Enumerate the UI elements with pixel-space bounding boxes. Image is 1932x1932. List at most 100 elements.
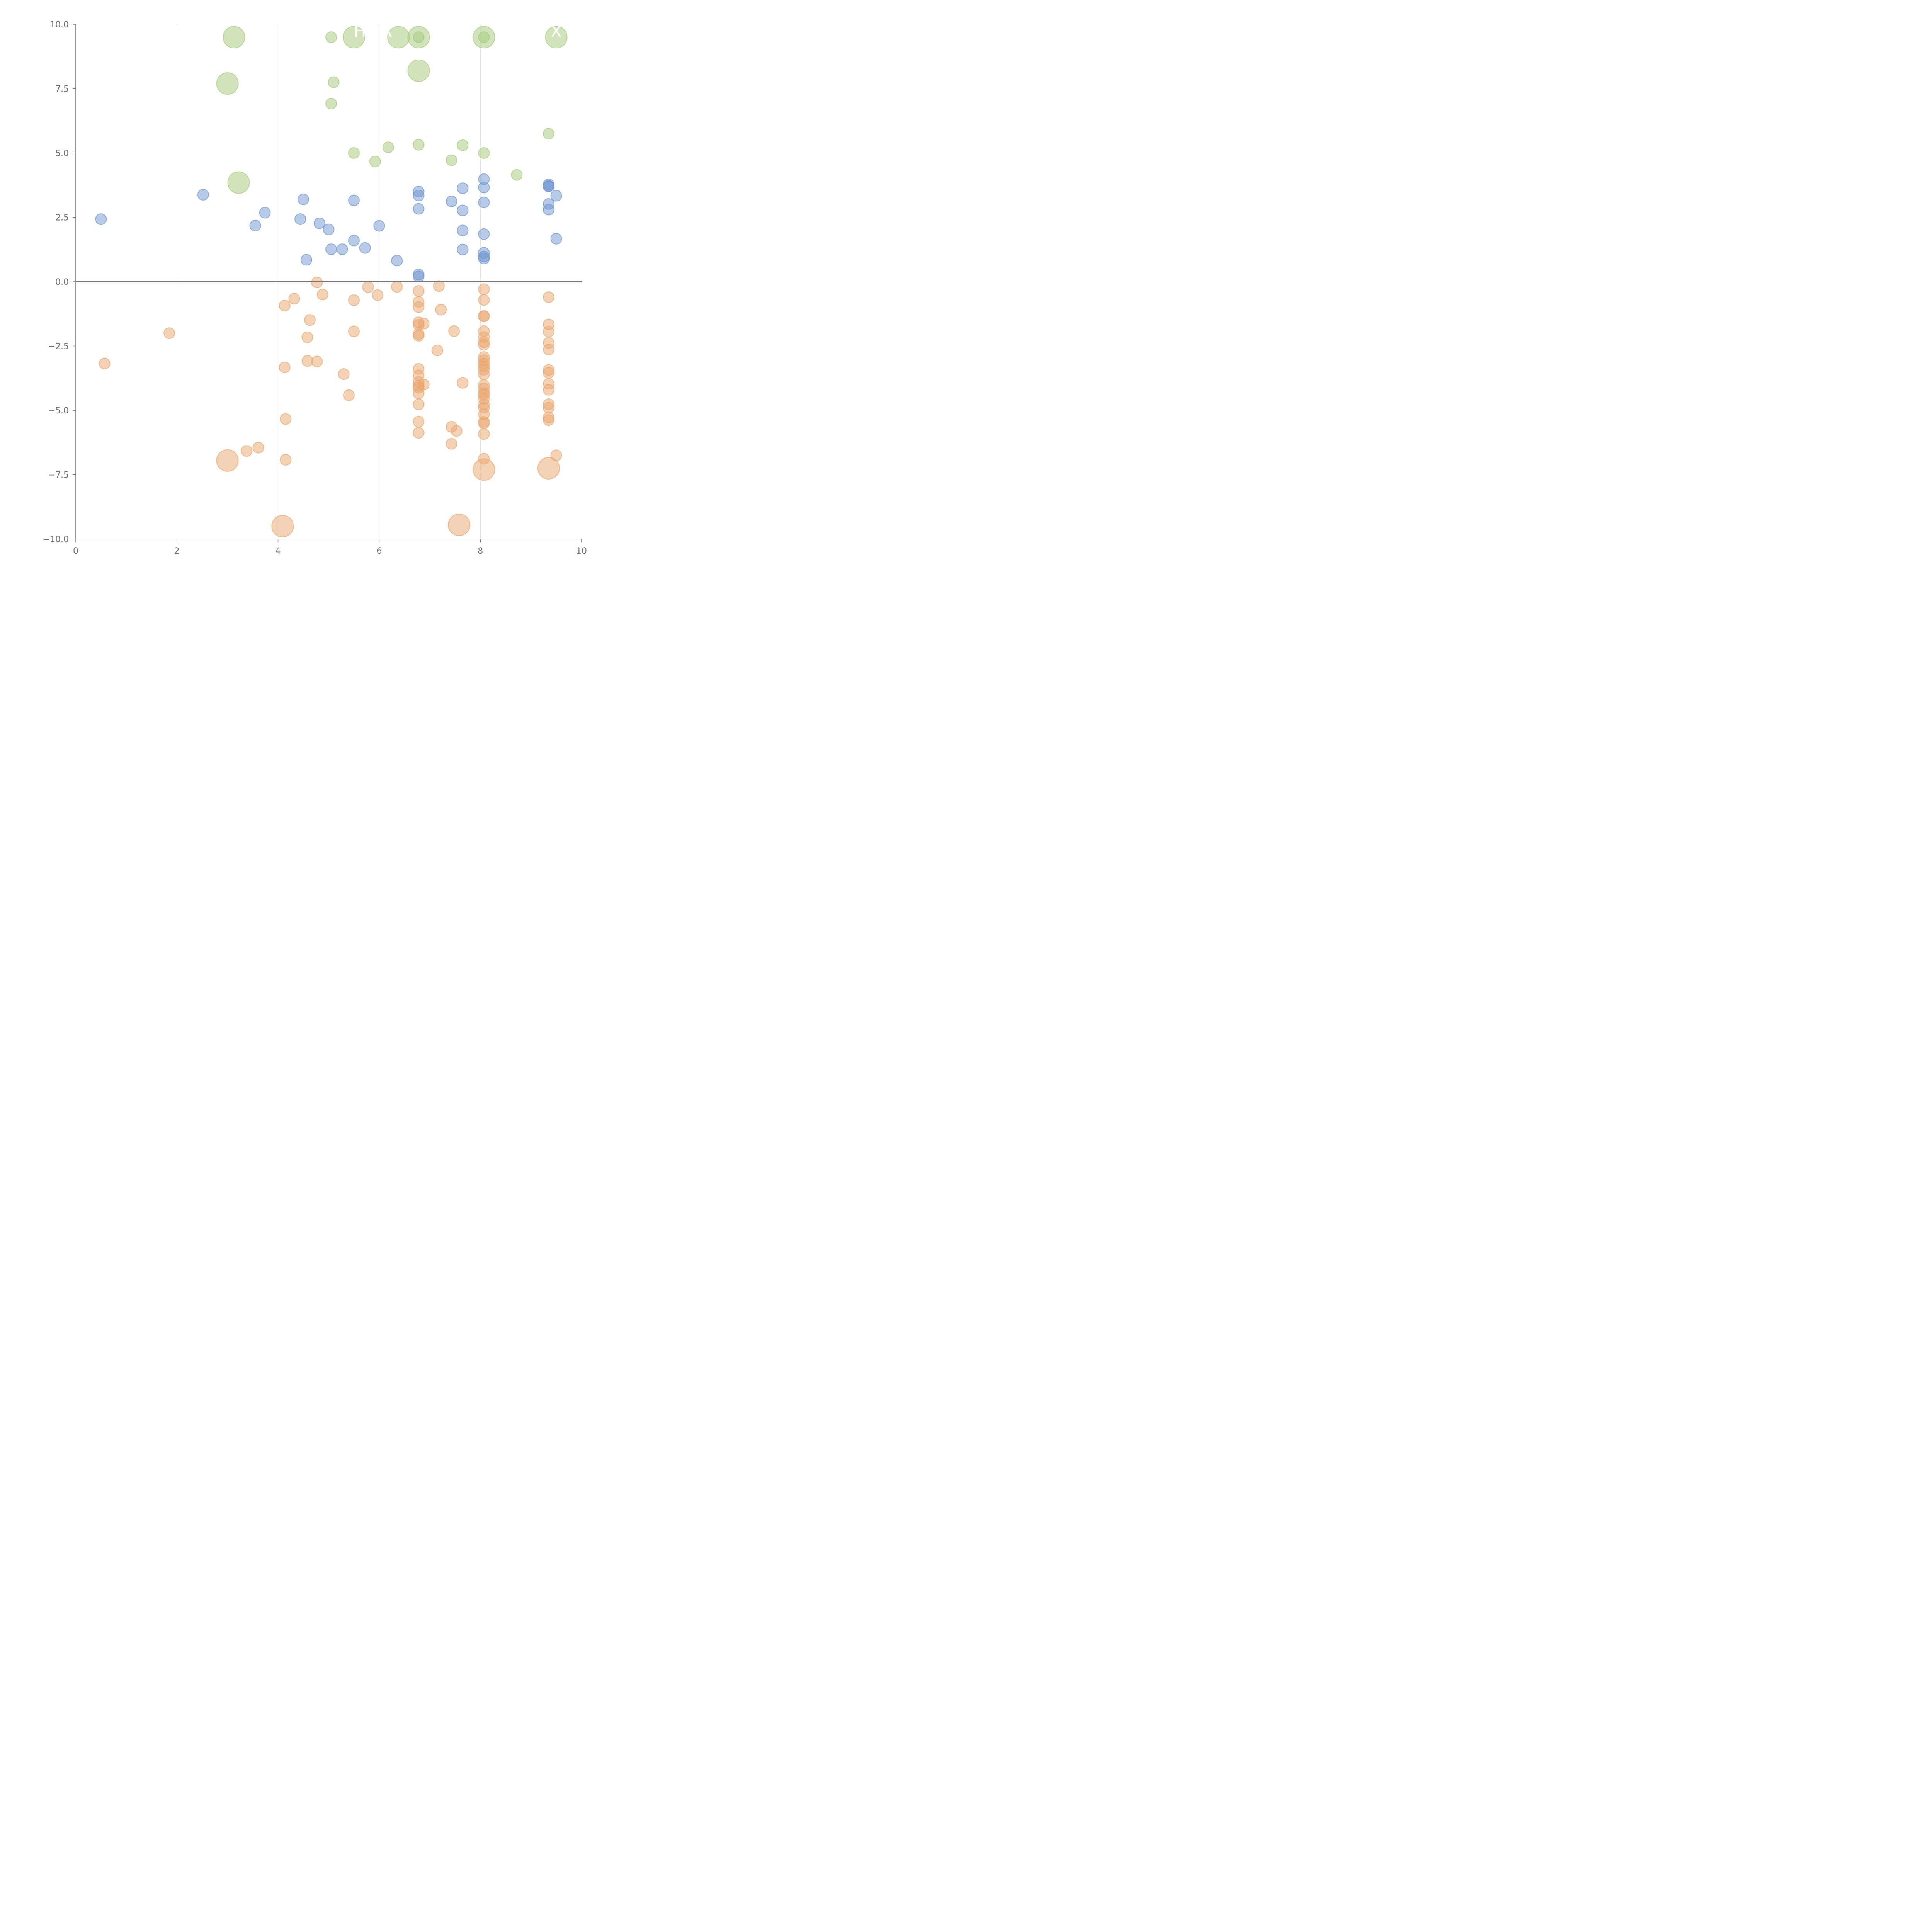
x-tick-label: 10: [576, 546, 587, 556]
blue-point: [550, 190, 562, 202]
blue-point: [478, 182, 490, 194]
blue-point: [259, 207, 271, 219]
orange-point: [413, 416, 425, 428]
orange-point: [241, 445, 253, 457]
green-point: [227, 171, 250, 194]
annotation-label: H: [354, 22, 366, 41]
orange-point: [478, 283, 490, 295]
x-tick-label: 2: [174, 546, 180, 556]
blue-point: [298, 193, 310, 205]
orange-point: [451, 425, 463, 437]
orange-point: [433, 280, 445, 292]
orange-point: [537, 457, 560, 480]
green-point: [478, 147, 490, 159]
orange-point: [413, 427, 425, 439]
blue-point: [550, 233, 562, 245]
green-point: [342, 26, 365, 49]
orange-point: [543, 384, 554, 396]
orange-point: [478, 368, 490, 380]
blue-point: [478, 228, 490, 240]
orange-point: [362, 281, 374, 293]
orange-point: [216, 449, 239, 472]
annotation-label: X: [551, 22, 562, 41]
blue-point: [543, 204, 554, 216]
x-tick-label: 8: [478, 546, 483, 556]
blue-point: [249, 219, 261, 231]
green-point: [216, 72, 239, 95]
green-point: [328, 76, 340, 88]
orange-point: [372, 289, 384, 301]
orange-point: [413, 388, 425, 400]
orange-point: [311, 276, 323, 288]
blue-point: [457, 204, 469, 216]
green-point: [369, 155, 381, 167]
blue-point: [457, 182, 469, 194]
blue-point: [325, 243, 337, 255]
blue-point: [348, 235, 360, 247]
orange-point: [280, 413, 292, 425]
green-point: [325, 98, 337, 110]
y-tick-label: 2.5: [55, 213, 69, 223]
blue-point: [294, 213, 306, 225]
orange-point: [288, 293, 300, 304]
green-point: [478, 31, 490, 43]
blue-point: [413, 270, 425, 282]
y-tick-label: 10.0: [50, 20, 69, 30]
green-point: [348, 147, 360, 159]
blue-point: [95, 213, 107, 225]
orange-point: [413, 285, 425, 297]
blue-point: [359, 242, 371, 254]
blue-point: [478, 253, 490, 265]
y-tick-label: −7.5: [48, 471, 69, 480]
orange-point: [279, 299, 291, 311]
green-point: [407, 59, 430, 82]
y-tick-label: −5.0: [48, 406, 69, 416]
axes: [73, 24, 582, 542]
blue-point: [323, 223, 335, 235]
orange-point: [543, 367, 554, 379]
blue-point: [391, 255, 403, 267]
green-point: [413, 139, 425, 151]
orange-point: [457, 377, 469, 389]
orange-point: [543, 414, 554, 426]
orange-point: [413, 330, 425, 342]
orange-point: [478, 294, 490, 306]
orange-point: [343, 389, 355, 401]
green-point: [325, 31, 337, 43]
blue-point: [457, 224, 469, 236]
orange-point: [435, 304, 447, 316]
orange-point: [543, 326, 554, 338]
y-tick-label: 7.5: [55, 85, 69, 94]
orange-point: [478, 339, 490, 351]
blue-point: [348, 194, 360, 206]
x-tick-label: 6: [376, 546, 382, 556]
orange-point: [431, 344, 443, 356]
orange-point: [348, 294, 360, 306]
orange-point: [304, 314, 316, 326]
green-point: [382, 141, 394, 153]
orange-point: [316, 289, 328, 301]
y-tick-label: −2.5: [48, 342, 69, 352]
y-tick-label: 5.0: [55, 149, 69, 158]
orange-point: [413, 398, 425, 410]
green-point: [545, 26, 568, 49]
blue-point: [413, 203, 425, 215]
tick-labels: 0 2 4 6 8 10 10.0 7.5 5.0 2.5 0.0 −2.5 −5.0 −7.5 −10.0: [43, 20, 587, 556]
green-point: [543, 128, 554, 140]
orange-point: [301, 355, 313, 367]
y-tick-label: −10.0: [43, 535, 69, 544]
orange-point: [418, 318, 430, 330]
orange-point: [301, 331, 313, 343]
bubble-chart: 0 2 4 6 8 10 10.0 7.5 5.0 2.5 0.0 −2.5 −5.0 −7.5 −10.0…: [43, 20, 587, 556]
blue-point: [446, 196, 457, 207]
orange-point: [478, 417, 490, 429]
blue-point: [373, 220, 385, 232]
blue-point: [313, 217, 325, 229]
orange-point: [543, 291, 554, 303]
orange-point: [252, 442, 264, 454]
orange-point: [473, 458, 495, 481]
orange-point: [279, 361, 291, 373]
green-point: [511, 169, 523, 181]
annotation-label: R: [381, 22, 392, 41]
